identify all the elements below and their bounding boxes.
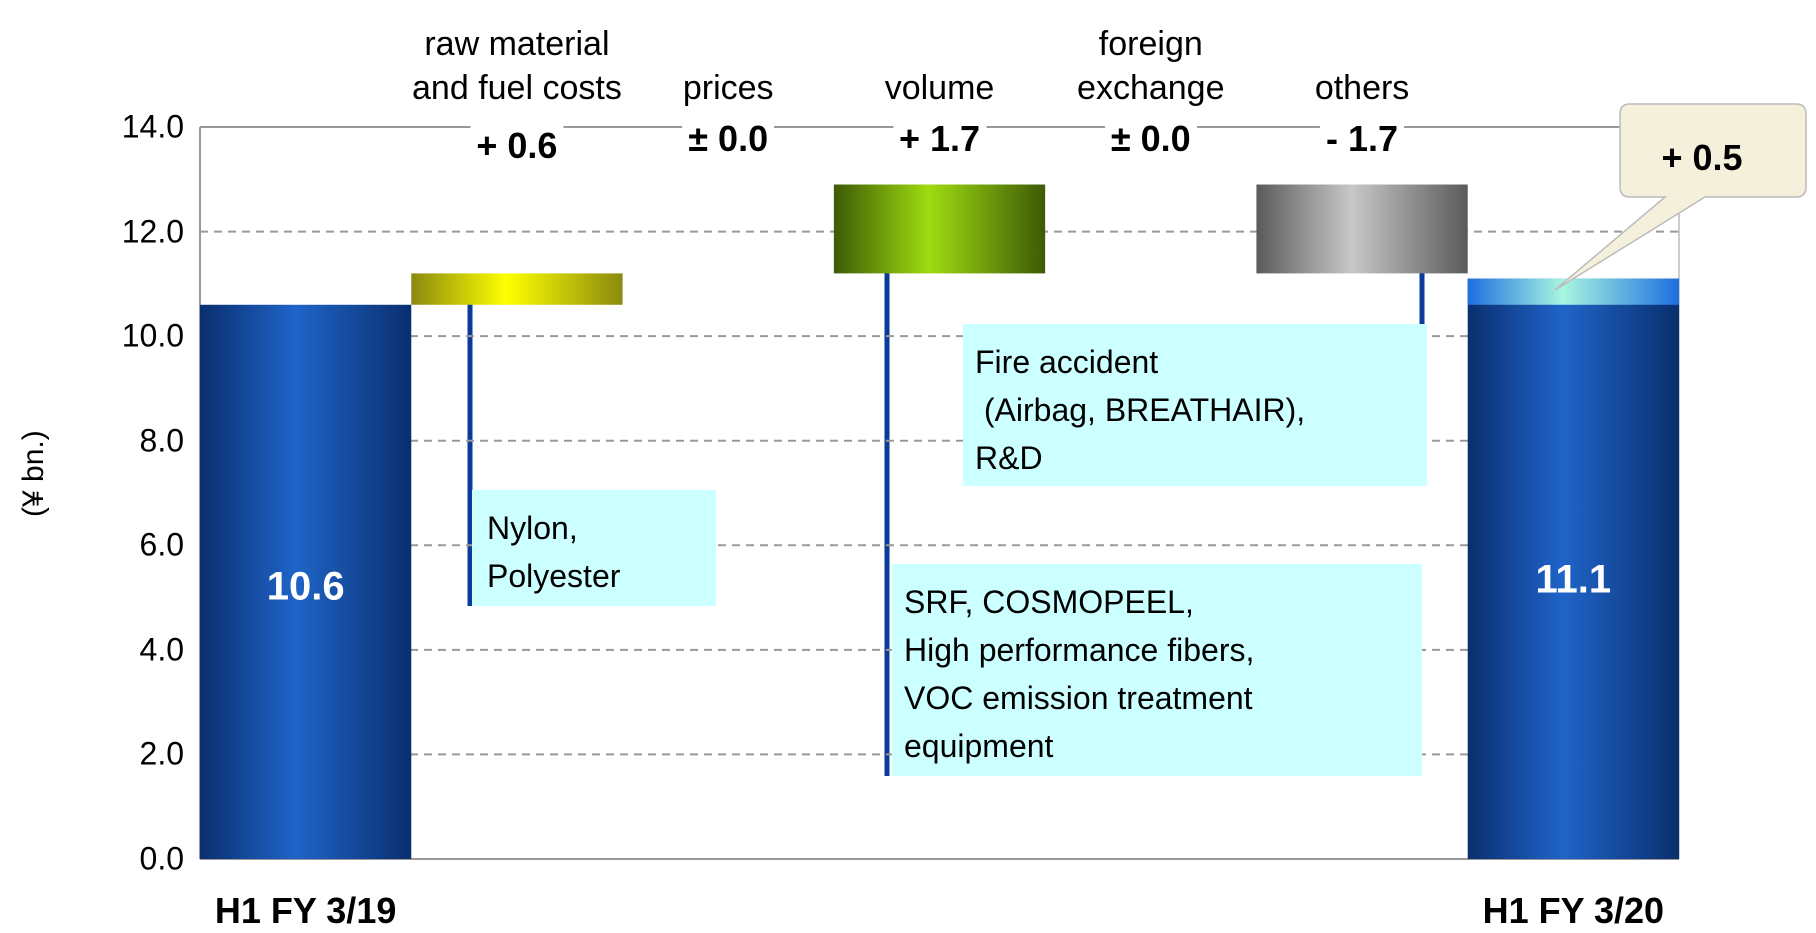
y-tick-label: 0.0 xyxy=(139,840,184,877)
category-label: others xyxy=(1314,68,1410,107)
category-label: volume xyxy=(884,68,995,107)
bar xyxy=(200,304,412,859)
annotation: SRF, COSMOPEEL, High performance fibers,… xyxy=(904,584,1255,764)
value-label: 11.1 xyxy=(1535,557,1612,602)
change-segment xyxy=(1467,278,1679,305)
y-tick-label: 14.0 xyxy=(121,108,184,145)
category-label: prices xyxy=(682,68,774,107)
annotation: Nylon, Polyester xyxy=(487,510,621,594)
annotation-box xyxy=(472,490,716,606)
category-label: foreign exchange xyxy=(1077,24,1225,107)
callout xyxy=(1554,103,1807,291)
category-label: raw material and fuel costs xyxy=(412,24,622,107)
annotation-box xyxy=(892,564,1422,776)
value-label: + 1.7 xyxy=(892,118,987,160)
y-tick-label: 8.0 xyxy=(139,422,184,459)
bar xyxy=(833,184,1046,274)
annotation-box xyxy=(963,324,1427,486)
y-tick-label: 10.0 xyxy=(121,317,184,354)
bar xyxy=(1256,184,1468,274)
category-label: H1 FY 3/20 xyxy=(1482,890,1665,931)
bar xyxy=(411,273,623,305)
y-tick-label: 6.0 xyxy=(139,526,184,563)
y-tick-label: 12.0 xyxy=(121,213,184,250)
y-axis-label: (¥ bn.) xyxy=(17,430,50,517)
value-label: ± 0.0 xyxy=(682,118,775,160)
value-label: ± 0.0 xyxy=(1104,118,1197,160)
bar xyxy=(1467,278,1679,860)
value-label: + 0.6 xyxy=(470,125,564,167)
y-tick-label: 4.0 xyxy=(139,631,184,668)
category-label: H1 FY 3/19 xyxy=(214,890,397,931)
value-label: - 1.7 xyxy=(1320,118,1405,160)
annotation: Fire accident (Airbag, BREATHAIR), R&D xyxy=(975,344,1306,476)
y-tick-label: 2.0 xyxy=(139,735,184,772)
value-label: 10.6 xyxy=(266,564,345,609)
callout-label: + 0.5 xyxy=(1661,137,1743,178)
